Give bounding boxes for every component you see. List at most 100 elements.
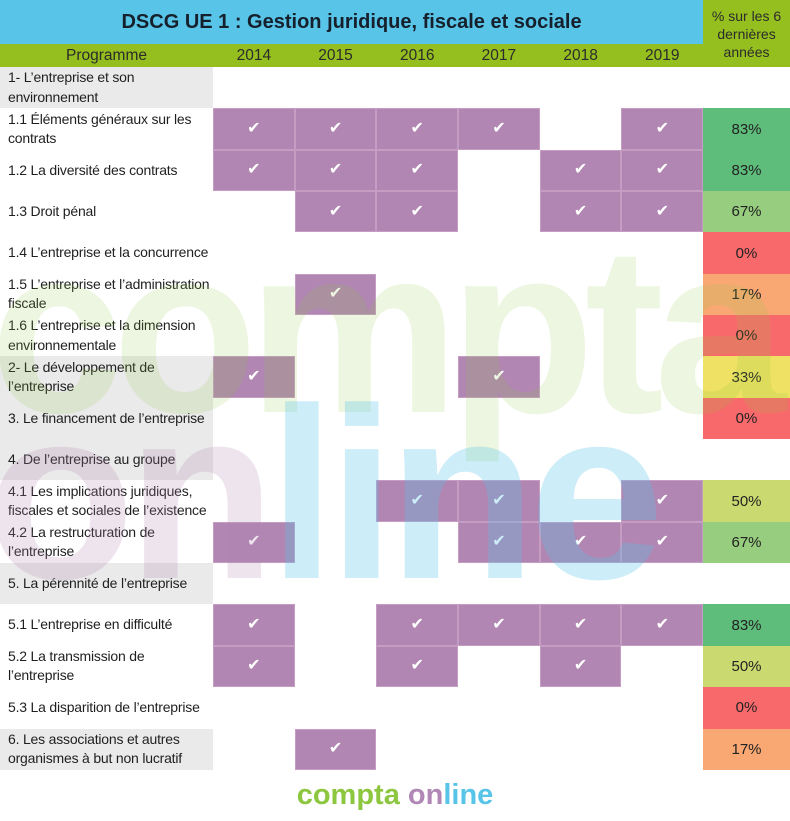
year-cell-checked: ✔ [213, 149, 295, 192]
topic-label: 1.6 L’entreprise et la dimension environ… [8, 317, 196, 353]
year-cell-checked: ✔ [458, 480, 540, 522]
percent-cell: 83% [703, 149, 790, 192]
check-icon: ✔ [492, 616, 506, 634]
year-cell-empty [458, 274, 540, 315]
check-icon: ✔ [410, 202, 424, 220]
year-cell-checked: ✔ [294, 273, 377, 316]
logo-on: on [407, 779, 444, 811]
year-cell-empty [213, 191, 295, 232]
topic-label: 1.1 Éléments généraux sur les contrats [8, 110, 192, 147]
percent-cell: 67% [703, 191, 790, 233]
year-cell-empty [295, 356, 377, 397]
check-icon: ✔ [410, 616, 424, 634]
percent-cell: 0% [703, 232, 790, 274]
year-cell-empty [213, 274, 295, 315]
year-cell-empty [621, 398, 703, 439]
percent-cell [703, 67, 790, 108]
year-cell-empty [458, 729, 540, 770]
year-cell-checked: ✔ [294, 108, 377, 150]
year-cell-empty [213, 480, 295, 521]
year-cell-checked: ✔ [213, 645, 295, 688]
check-icon: ✔ [655, 492, 669, 510]
topic-label: 1.4 L’entreprise et la concurrence [8, 244, 209, 261]
year-cell-empty [621, 687, 703, 728]
year-cell-empty [295, 398, 377, 439]
percent-cell: 0% [703, 315, 790, 357]
year-cell-empty [540, 563, 622, 604]
year-cell-empty [458, 67, 540, 108]
percent-cell: 67% [703, 521, 790, 564]
percent-cell: 17% [703, 273, 790, 316]
year-cell-empty [295, 232, 377, 273]
percent-cell [703, 563, 790, 604]
check-icon: ✔ [247, 657, 261, 675]
year-cell-empty [458, 191, 540, 232]
check-icon: ✔ [410, 161, 424, 179]
year-cell-empty [540, 356, 622, 397]
year-cell-empty [376, 398, 458, 439]
section-label: 1- L’entreprise et son environnement [0, 67, 213, 109]
section-label: 3. Le financement de l’entreprise [0, 397, 213, 440]
year-cell-empty [540, 67, 622, 108]
year-cell-empty [213, 729, 295, 770]
year-cell-empty [621, 356, 703, 397]
year-cell-checked: ✔ [539, 645, 622, 688]
check-icon: ✔ [573, 616, 588, 634]
year-cell-checked: ✔ [458, 108, 540, 150]
year-cell-checked: ✔ [376, 108, 459, 150]
year-cell-empty [295, 687, 377, 728]
percent-cell: 0% [703, 687, 790, 729]
logo-compta: compta [296, 779, 400, 811]
year-cell-checked: ✔ [539, 191, 622, 233]
year-cell-empty [458, 232, 540, 273]
logo-line: line [443, 779, 494, 811]
year-cell-checked: ✔ [621, 604, 704, 646]
year-cell-checked: ✔ [294, 728, 377, 770]
year-cell-checked: ✔ [539, 604, 622, 646]
year-cell-empty [295, 67, 377, 108]
percent-cell: 50% [703, 480, 790, 522]
year-cell-empty [213, 439, 295, 480]
year-cell-checked: ✔ [621, 108, 704, 150]
year-cell-empty [213, 398, 295, 439]
year-cell-checked: ✔ [294, 191, 377, 233]
year-cell-empty [540, 480, 622, 521]
check-icon: ✔ [328, 202, 343, 220]
column-header-programme: Programme [0, 44, 213, 67]
year-cell-checked: ✔ [376, 191, 459, 233]
year-cell-checked: ✔ [621, 480, 704, 522]
year-cell-empty [295, 646, 377, 687]
year-cell-empty [376, 439, 458, 480]
year-cell-empty [621, 439, 703, 480]
check-icon: ✔ [655, 202, 669, 220]
check-icon: ✔ [492, 120, 506, 138]
year-cell-empty [458, 687, 540, 728]
year-cell-empty [376, 729, 458, 770]
compta-online-logo: compta online [0, 779, 790, 812]
year-cell-empty [376, 522, 458, 563]
year-cell-empty [621, 729, 703, 770]
year-cell-empty [213, 315, 295, 356]
year-cell-checked: ✔ [621, 149, 704, 192]
year-cell-checked: ✔ [213, 356, 295, 398]
year-cell-empty [213, 563, 295, 604]
year-cell-empty [621, 646, 703, 687]
check-icon: ✔ [655, 616, 669, 634]
year-cell-checked: ✔ [376, 604, 459, 646]
year-cell-checked: ✔ [376, 149, 459, 192]
column-header-2018: 2018 [539, 44, 622, 67]
year-cell-empty [621, 315, 703, 356]
year-cell-checked: ✔ [376, 645, 459, 688]
section-label: 2- Le développement de l’entreprise [0, 356, 213, 398]
percent-cell: 33% [703, 356, 790, 398]
year-cell-empty [295, 315, 377, 356]
column-header-2017: 2017 [458, 44, 540, 67]
year-cell-empty [621, 563, 703, 604]
year-cell-empty [295, 604, 377, 645]
percent-column-header: % sur les 6 dernières années [703, 0, 790, 67]
check-icon: ✔ [328, 120, 343, 138]
check-icon: ✔ [573, 533, 588, 551]
topic-label: 5.3 La disparition de l’entreprise [8, 699, 200, 716]
year-cell-empty [376, 274, 458, 315]
